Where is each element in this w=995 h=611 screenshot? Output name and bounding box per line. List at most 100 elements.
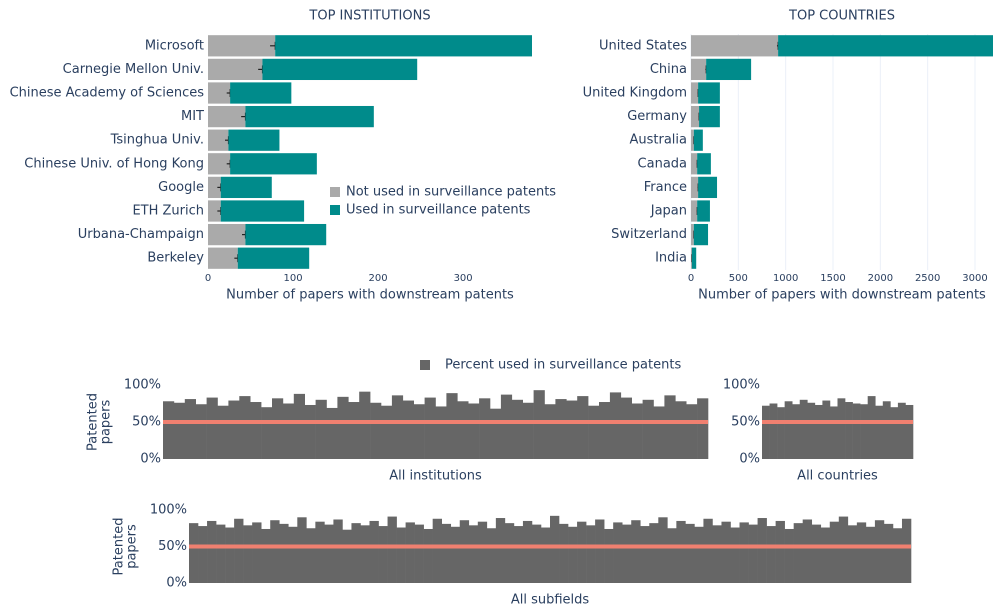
bar	[748, 524, 758, 583]
bar	[599, 402, 611, 459]
bar	[807, 402, 816, 459]
bar	[293, 393, 305, 459]
bar	[892, 528, 903, 583]
bar	[216, 524, 226, 583]
bar	[359, 391, 371, 459]
y-tick-label: 50%	[132, 415, 161, 430]
bar	[333, 519, 343, 583]
bar	[905, 404, 914, 459]
bar	[315, 399, 327, 459]
bar	[875, 405, 884, 459]
bar	[477, 521, 488, 583]
bar	[865, 526, 876, 583]
bar-segment	[208, 129, 229, 151]
x-tick-label: 300	[454, 273, 473, 284]
bar	[845, 402, 853, 459]
bar-segment	[697, 153, 711, 175]
bar	[288, 526, 298, 583]
bar-segment	[691, 153, 698, 175]
y-tick-label: Chinese Academy of Sciences	[10, 86, 205, 101]
x-axis-title: All subfields	[511, 593, 590, 608]
bar	[784, 528, 794, 583]
bar	[653, 406, 665, 459]
y-tick-label: Chinese Univ. of Hong Kong	[24, 156, 204, 171]
bar-segment	[262, 58, 418, 81]
y-tick-label: China	[650, 62, 687, 77]
bar	[867, 396, 876, 459]
x-tick-label: 1000	[773, 273, 798, 284]
bar	[820, 527, 831, 583]
legend-swatch	[330, 187, 340, 197]
bar	[847, 525, 858, 583]
bar	[163, 401, 175, 459]
bar	[189, 523, 199, 583]
bar	[282, 403, 295, 459]
y-tick-label: 0%	[140, 452, 161, 467]
bar	[531, 524, 542, 583]
bar	[814, 404, 823, 459]
bar	[457, 401, 469, 459]
bar	[730, 527, 740, 583]
bar-segment	[699, 105, 720, 128]
bar-segment	[691, 105, 700, 128]
bar	[640, 526, 650, 583]
bar	[686, 404, 698, 459]
bar-segment	[778, 35, 993, 57]
bar	[225, 527, 235, 583]
bar	[391, 395, 404, 459]
bar-segment	[698, 176, 718, 199]
bar-segment	[220, 200, 305, 222]
bar	[852, 403, 861, 459]
bar	[351, 523, 361, 583]
bar	[604, 528, 614, 583]
bar-segment	[697, 200, 710, 222]
y-tick-label: Switzerland	[611, 227, 687, 242]
bar	[555, 399, 567, 459]
bar	[522, 520, 533, 583]
bar	[685, 523, 695, 583]
bar	[414, 524, 424, 583]
bar	[533, 390, 545, 459]
bar	[901, 518, 912, 583]
bar-segment	[245, 223, 327, 246]
bar	[315, 521, 325, 583]
bar	[370, 402, 382, 459]
x-tick-label: 1500	[820, 273, 845, 284]
bar	[423, 528, 433, 583]
bar	[609, 392, 622, 459]
y-tick-label: Tsinghua Univ.	[110, 133, 204, 148]
bar-segment	[208, 223, 246, 246]
bar-segment	[208, 176, 221, 199]
bar	[588, 405, 600, 459]
x-tick-label: 2500	[915, 273, 940, 284]
bar	[676, 520, 686, 583]
y-tick-label: 0%	[739, 452, 760, 467]
bar	[703, 518, 713, 583]
bar	[766, 526, 776, 583]
x-axis-title: All countries	[797, 469, 878, 484]
bar	[446, 393, 458, 459]
bar	[613, 522, 623, 583]
bar	[802, 519, 813, 583]
bar	[342, 529, 352, 583]
bar-segment	[698, 82, 720, 104]
chart-title: TOP INSTITUTIONS	[308, 9, 430, 24]
bar-segment	[691, 35, 779, 57]
bar	[631, 403, 643, 459]
bar	[459, 520, 470, 583]
bar-segment	[691, 82, 699, 104]
bar	[348, 402, 360, 459]
bar	[566, 400, 578, 459]
bar	[622, 524, 632, 583]
bar-segment	[230, 153, 317, 175]
bar	[697, 398, 709, 459]
bar	[522, 402, 534, 459]
bar	[897, 402, 906, 459]
bar	[642, 399, 654, 459]
bar	[381, 405, 393, 459]
bar	[479, 398, 491, 459]
bar	[272, 398, 284, 459]
bar	[424, 397, 436, 459]
bar-segment	[275, 35, 532, 57]
y-axis-title: papers	[125, 524, 140, 569]
